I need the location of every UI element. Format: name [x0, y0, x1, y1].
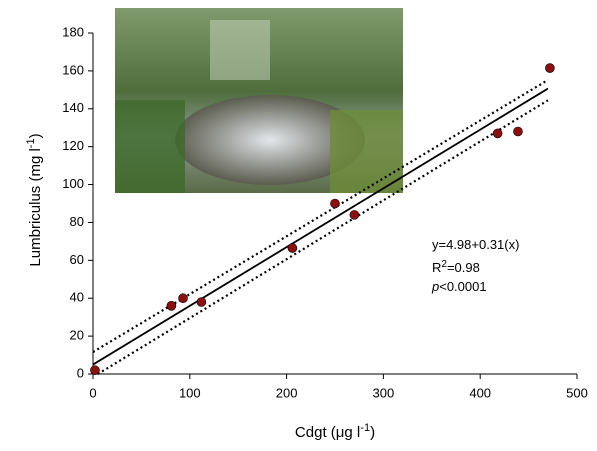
data-point: [330, 198, 340, 209]
data-point: [513, 126, 523, 137]
y-tick-label: 140: [62, 100, 84, 115]
x-tick-label: 0: [89, 385, 96, 400]
data-point: [545, 63, 555, 73]
y-tick-label: 60: [70, 252, 84, 267]
data-point: [287, 243, 298, 253]
y-tick-label: 40: [70, 290, 84, 305]
x-tick-label: 300: [373, 385, 395, 400]
annotation-r2: R2=0.98: [432, 259, 480, 275]
x-tick-label: 100: [179, 385, 201, 400]
y-tick-label: 0: [77, 365, 84, 380]
y-tick-label: 20: [70, 328, 84, 343]
data-point: [349, 210, 360, 220]
x-tick-label: 400: [469, 385, 491, 400]
photo-inset: [115, 8, 403, 193]
data-point: [196, 297, 207, 307]
x-tick-label: 200: [276, 385, 298, 400]
fit-line: [92, 87, 549, 366]
annotation-equation: y=4.98+0.31(x): [432, 237, 519, 252]
y-tick-label: 180: [62, 24, 84, 39]
data-point: [166, 300, 177, 311]
annotation-p: p<0.0001: [431, 279, 487, 294]
data-point: [178, 293, 188, 304]
y-tick-label: 80: [70, 214, 84, 229]
data-point: [492, 128, 503, 139]
y-axis-label: Lumbriculus (mg l-1): [25, 133, 44, 266]
y-tick-label: 160: [62, 62, 84, 77]
x-axis-label: Cdgt (μg l-1): [295, 422, 375, 441]
y-tick-label: 120: [62, 138, 84, 153]
x-tick-label: 500: [566, 385, 588, 400]
y-tick-label: 100: [62, 176, 84, 191]
data-point: [90, 365, 100, 376]
fit-line: [92, 79, 549, 353]
